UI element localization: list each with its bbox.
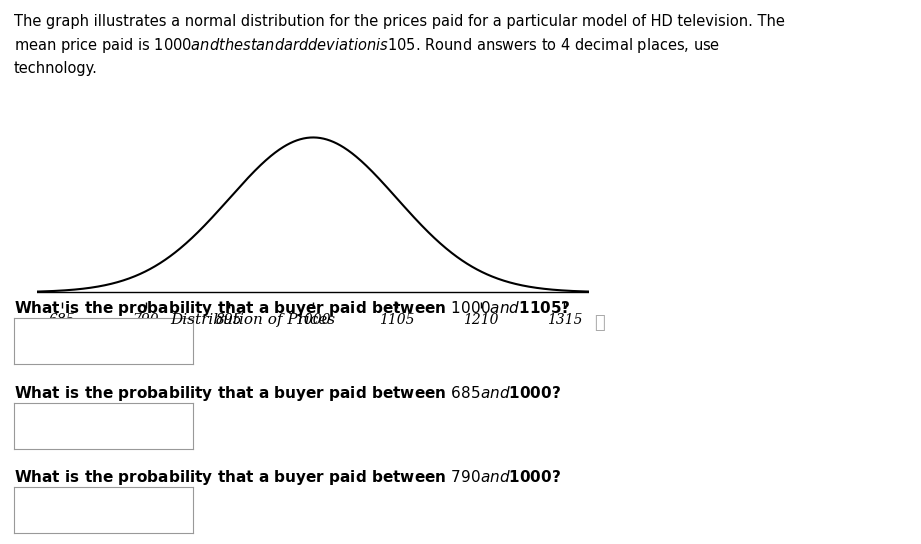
Text: What is the probability that a buyer paid between $790 and $1000?: What is the probability that a buyer pai… bbox=[14, 468, 561, 487]
Text: The graph illustrates a normal distribution for the prices paid for a particular: The graph illustrates a normal distribut… bbox=[14, 14, 785, 76]
Text: What is the probability that a buyer paid between $1000 and $1105?: What is the probability that a buyer pai… bbox=[14, 299, 570, 318]
Text: What is the probability that a buyer paid between $685 and $1000?: What is the probability that a buyer pai… bbox=[14, 384, 561, 403]
Text: ⌕: ⌕ bbox=[594, 314, 605, 332]
Text: Distribution of Prices: Distribution of Prices bbox=[170, 313, 335, 327]
